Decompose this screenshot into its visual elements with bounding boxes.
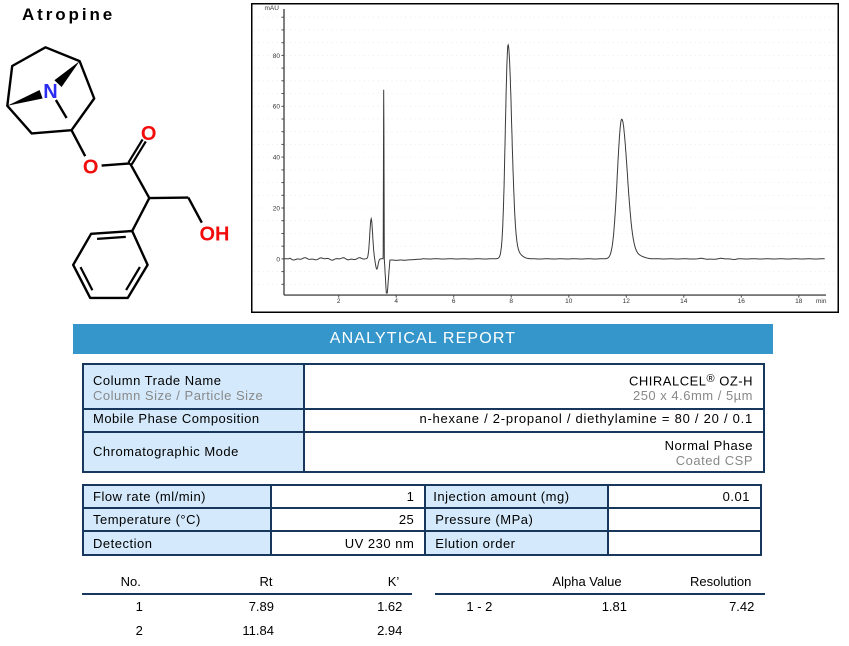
svg-text:8: 8 <box>509 298 513 305</box>
svg-text:20: 20 <box>272 205 280 212</box>
svg-text:10: 10 <box>565 298 573 305</box>
svg-text:80: 80 <box>272 52 280 59</box>
svg-text:OH: OH <box>200 223 230 245</box>
svg-text:12: 12 <box>622 298 630 305</box>
svg-text:16: 16 <box>737 298 745 305</box>
svg-text:O: O <box>141 123 157 145</box>
svg-text:N: N <box>43 81 57 103</box>
svg-text:18: 18 <box>795 298 803 305</box>
svg-text:6: 6 <box>451 298 455 305</box>
svg-text:14: 14 <box>680 298 688 305</box>
svg-text:0: 0 <box>276 256 280 263</box>
svg-text:4: 4 <box>394 298 398 305</box>
svg-text:40: 40 <box>272 154 280 161</box>
svg-text:60: 60 <box>272 103 280 110</box>
svg-text:min: min <box>816 298 827 305</box>
svg-text:2: 2 <box>336 298 340 305</box>
svg-text:O: O <box>83 156 99 178</box>
svg-text:mAU: mAU <box>264 5 279 12</box>
